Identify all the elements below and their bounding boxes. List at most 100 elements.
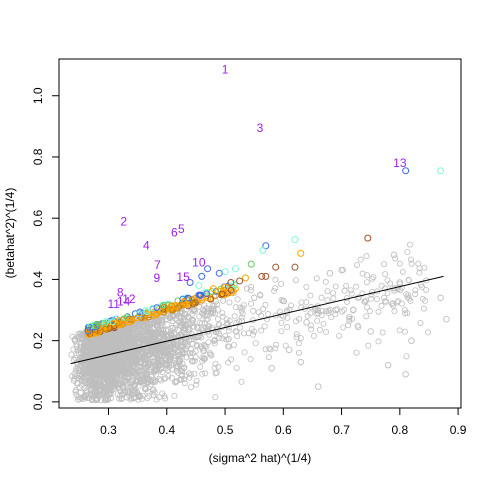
- data-point: [382, 271, 389, 278]
- data-point: [280, 297, 287, 305]
- data-point: [178, 343, 185, 350]
- data-point: [238, 378, 245, 385]
- data-point: [212, 360, 219, 367]
- data-point: [155, 327, 162, 334]
- data-point: [285, 346, 293, 354]
- data-point: [142, 364, 149, 371]
- data-point: [241, 349, 248, 356]
- data-point: [403, 291, 410, 298]
- data-point: [88, 351, 95, 358]
- data-point: [207, 295, 215, 303]
- data-point: [193, 381, 200, 388]
- data-point: [199, 358, 206, 365]
- data-point: [354, 322, 361, 329]
- data-point: [388, 301, 395, 308]
- data-point: [81, 361, 88, 368]
- data-point: [132, 326, 139, 333]
- data-point: [407, 256, 414, 263]
- data-point: [332, 283, 339, 290]
- point-label: 10: [192, 256, 206, 270]
- data-point: [332, 311, 339, 318]
- data-point: [160, 313, 167, 320]
- point-label: 13: [393, 156, 407, 170]
- data-point: [76, 372, 83, 379]
- data-point: [104, 388, 111, 395]
- point-label: 15: [176, 270, 190, 284]
- data-point: [340, 324, 347, 331]
- data-point: [421, 264, 428, 271]
- data-point: [149, 350, 156, 357]
- data-point: [174, 312, 181, 319]
- data-point: [73, 341, 80, 348]
- data-point: [297, 358, 305, 366]
- data-point: [207, 351, 214, 358]
- data-point: [366, 307, 373, 314]
- data-point: [322, 278, 329, 285]
- data-point: [243, 285, 250, 292]
- data-point: [204, 309, 211, 316]
- data-point: [332, 306, 339, 314]
- data-point: [104, 378, 111, 385]
- data-point: [226, 317, 233, 324]
- data-point: [262, 346, 269, 353]
- data-point: [177, 376, 184, 383]
- data-point: [231, 342, 238, 349]
- data-point: [231, 313, 238, 320]
- data-point: [130, 353, 137, 360]
- data-point: [133, 391, 140, 398]
- data-point: [161, 393, 168, 400]
- x-tick-label: 0.9: [450, 423, 467, 437]
- outlier-point: [402, 167, 410, 175]
- data-point: [87, 368, 94, 375]
- data-point: [323, 329, 330, 336]
- data-point: [326, 270, 334, 277]
- data-point: [316, 326, 323, 333]
- data-point: [143, 374, 150, 381]
- data-point: [118, 352, 125, 359]
- data-point: [132, 324, 139, 331]
- data-point: [346, 318, 353, 325]
- data-point: [239, 304, 246, 311]
- data-point: [240, 330, 247, 337]
- data-point: [349, 306, 357, 314]
- data-point: [232, 328, 239, 335]
- data-point: [315, 309, 322, 317]
- data-point: [131, 360, 138, 367]
- data-point: [261, 323, 268, 330]
- data-point: [114, 391, 121, 398]
- outlier-point: [204, 265, 212, 273]
- data-point: [108, 394, 115, 401]
- data-point: [391, 308, 398, 315]
- data-point: [303, 283, 310, 290]
- data-point: [101, 369, 108, 376]
- data-point: [370, 273, 377, 280]
- data-point: [173, 367, 180, 374]
- data-point: [324, 297, 331, 304]
- data-point: [403, 353, 410, 360]
- data-point: [364, 304, 371, 311]
- data-point: [157, 365, 164, 372]
- data-point: [212, 370, 219, 377]
- data-point: [404, 294, 411, 301]
- data-point: [398, 300, 405, 307]
- data-point: [139, 336, 146, 343]
- point-label: 1: [222, 63, 229, 77]
- data-point: [70, 346, 77, 353]
- data-point: [408, 337, 415, 344]
- outlier-point: [437, 167, 445, 175]
- data-point: [412, 291, 419, 298]
- data-point: [106, 369, 113, 376]
- outlier-point: [258, 272, 266, 280]
- data-point: [88, 354, 95, 361]
- data-point: [390, 251, 398, 259]
- data-point: [404, 310, 411, 317]
- data-point: [353, 283, 360, 290]
- data-point: [153, 396, 160, 403]
- data-point: [135, 396, 142, 403]
- data-point: [225, 327, 232, 334]
- data-point: [258, 312, 265, 319]
- data-point: [328, 314, 335, 321]
- x-axis: 0.3 0.4 0.5 0.6 0.7 0.8 0.9: [100, 407, 467, 437]
- x-tick-label: 0.6: [275, 423, 292, 437]
- data-point: [297, 335, 304, 342]
